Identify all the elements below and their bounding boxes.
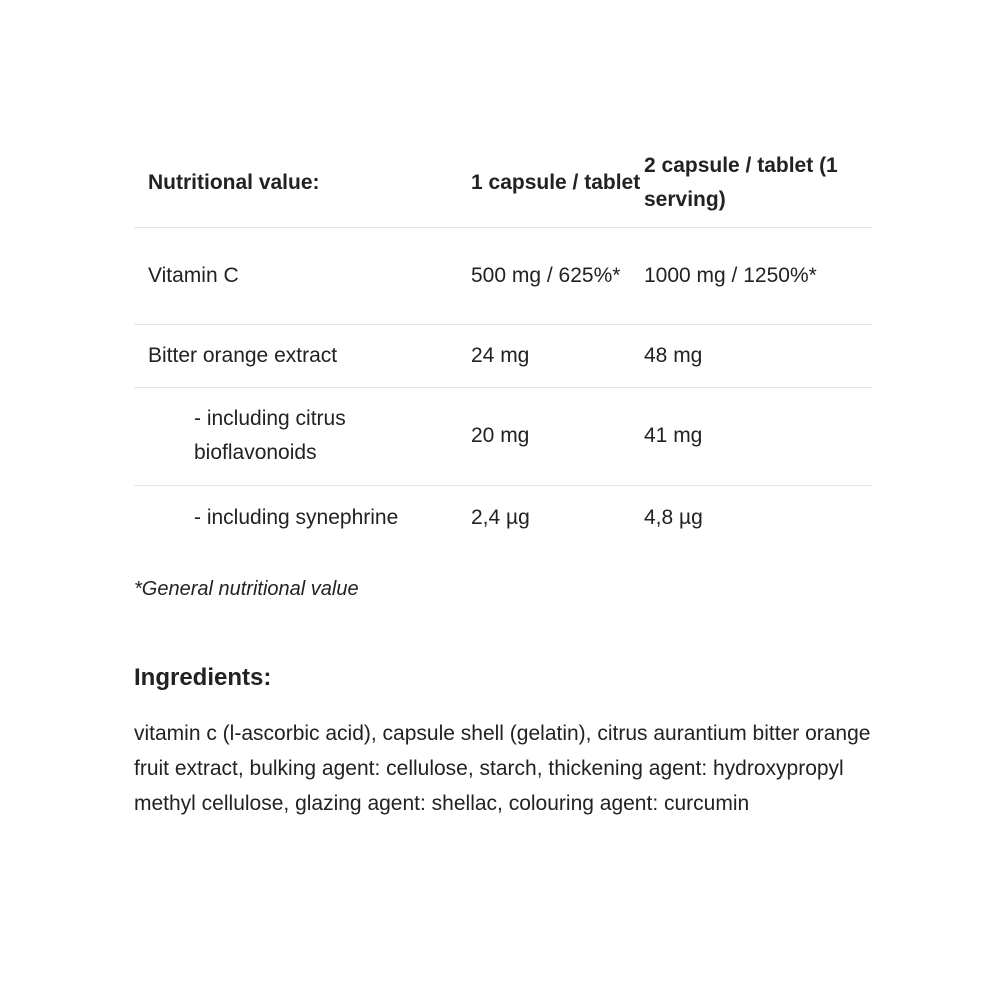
value-1-capsule: 2,4 µg	[471, 505, 530, 529]
value-2-capsule: 48 mg	[644, 343, 703, 367]
table-row: Bitter orange extract 24 mg 48 mg	[134, 324, 872, 387]
header-2-capsule: 2 capsule / tablet (1 serving)	[644, 154, 838, 212]
table-row: Vitamin C 500 mg / 625%* 1000 mg / 1250%…	[134, 227, 872, 324]
value-2-capsule: 41 mg	[644, 424, 703, 447]
table-header-row: Nutritional value: 1 capsule / tablet 2 …	[134, 140, 872, 227]
header-1-capsule: 1 capsule / tablet	[471, 171, 641, 195]
nutrient-name: Bitter orange extract	[148, 343, 338, 367]
value-2-capsule: 4,8 µg	[644, 505, 703, 529]
value-1-capsule: 500 mg / 625%*	[471, 263, 621, 287]
table-row: - including synephrine 2,4 µg 4,8 µg	[134, 485, 872, 550]
value-1-capsule: 24 mg	[471, 343, 530, 367]
ingredients-heading: Ingredients:	[134, 664, 272, 691]
nutrient-name: - including synephrine	[194, 505, 399, 529]
nutrient-name: Vitamin C	[148, 263, 239, 287]
table-row: - including citrus bioflavonoids 20 mg 4…	[134, 387, 872, 485]
footnote: *General nutritional value	[134, 578, 359, 600]
ingredients-text: vitamin c (l-ascorbic acid), capsule she…	[134, 722, 871, 815]
value-2-capsule: 1000 mg / 1250%*	[644, 263, 817, 287]
header-nutritional-value: Nutritional value:	[148, 171, 320, 195]
nutrition-section: Nutritional value: 1 capsule / tablet 2 …	[134, 140, 872, 550]
nutrient-name: - including citrus bioflavonoids	[194, 407, 346, 464]
nutrition-table: Nutritional value: 1 capsule / tablet 2 …	[134, 140, 872, 550]
value-1-capsule: 20 mg	[471, 424, 530, 447]
